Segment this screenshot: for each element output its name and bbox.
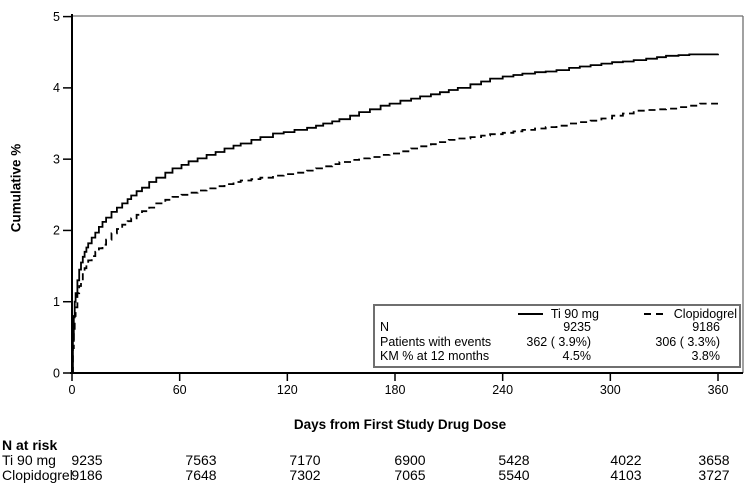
risk-value: 5540	[498, 467, 530, 483]
y-tick-label: 4	[53, 81, 60, 95]
y-tick-label: 2	[53, 224, 60, 238]
risk-value: 4022	[610, 452, 642, 468]
clopidogrel-curve	[72, 102, 718, 374]
x-tick-label: 300	[600, 383, 621, 397]
y-tick-label: 1	[53, 295, 60, 309]
n-row-label: N	[380, 320, 390, 335]
km-value-clopidogrel: 3.8%	[691, 348, 721, 363]
risk-value: 7302	[289, 467, 321, 483]
legend-entry-clopidogrel: Clopidogrel	[643, 307, 737, 321]
risk-value: 7563	[185, 452, 217, 468]
n-at-risk-title: N at risk	[2, 437, 58, 453]
y-tick-label: 5	[53, 10, 60, 24]
x-tick-label: 180	[385, 383, 406, 397]
events-value-clopidogrel: 306 ( 3.3%)	[655, 334, 720, 349]
risk-value: 5428	[498, 452, 530, 468]
dashed-line-key-icon	[643, 313, 666, 316]
ti-90-mg-curve	[72, 53, 719, 374]
n-value-clopidogrel: 9186	[692, 320, 720, 335]
events-row-label: Patients with events	[380, 334, 492, 349]
x-tick-label: 360	[708, 383, 729, 397]
legend-entry-ti90: Ti 90 mg	[517, 307, 599, 321]
legend-label-clopidogrel: Clopidogrel	[673, 307, 737, 321]
risk-value: 7648	[185, 467, 217, 483]
events-value-ti90: 362 ( 3.9%)	[526, 334, 591, 349]
x-axis-title: Days from First Study Drug Dose	[293, 417, 507, 432]
x-tick-label: 0	[69, 383, 76, 397]
risk-value: 7065	[394, 467, 426, 483]
x-tick-label: 60	[173, 383, 187, 397]
legend-row-km: 4.5% 3.8% KM % at 12 months	[375, 349, 739, 363]
solid-line-key-icon	[517, 313, 543, 316]
risk-value: 6900	[394, 452, 426, 468]
risk-value: 4103	[610, 467, 642, 483]
legend-row-n: 9235 9186 N	[375, 320, 739, 334]
legend-row-events: 362 ( 3.9%) 306 ( 3.3%) Patients with ev…	[375, 335, 739, 349]
y-axis-title: Cumulative %	[8, 143, 24, 233]
risk-value: 3727	[698, 467, 730, 483]
risk-row-label-clopidogrel: Clopidogrel	[2, 467, 73, 483]
y-tick-label: 0	[53, 366, 60, 380]
y-tick-label: 3	[53, 152, 60, 166]
risk-row-label-ti90: Ti 90 mg	[2, 452, 56, 468]
risk-value: 3658	[698, 452, 730, 468]
risk-value: 7170	[289, 452, 321, 468]
legend-box: Ti 90 mg Clopidogrel 9235 9186 N 362 ( 3…	[373, 304, 741, 368]
risk-value: 9235	[71, 452, 103, 468]
km-row-label: KM % at 12 months	[380, 348, 490, 363]
x-tick-label: 240	[492, 383, 513, 397]
risk-value: 9186	[71, 467, 103, 483]
legend-header-row: Ti 90 mg Clopidogrel	[375, 306, 739, 321]
n-value-ti90: 9235	[563, 320, 591, 335]
x-tick-label: 120	[277, 383, 298, 397]
legend-label-ti90: Ti 90 mg	[550, 307, 599, 321]
km-value-ti90: 4.5%	[562, 348, 592, 363]
